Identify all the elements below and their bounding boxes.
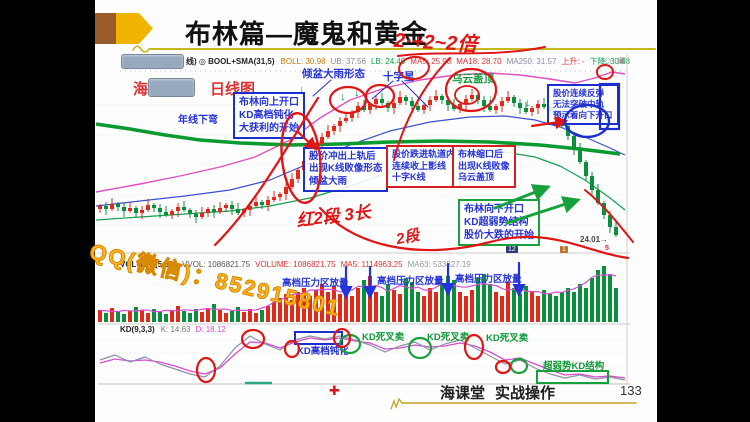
sell-arrow-icon: ↓	[488, 93, 494, 105]
indicator-field: LB: 24.40	[371, 57, 406, 66]
indicator-name: 线) ◎ BOOL+SMA(31,5)	[186, 57, 275, 66]
axis-tag-5: 5	[605, 245, 609, 252]
footer-brand: 海课堂 实战操作	[440, 382, 565, 403]
annotation-box-kaikou-dunhua: 布林向上开口 KD高档钝化 大获利的开始	[233, 92, 305, 139]
footer-brand-name: 海课堂	[440, 385, 486, 402]
indicator-field: MA250: 31.57	[506, 57, 557, 66]
label-vol-3: 高档压力区放量	[455, 274, 522, 285]
annotation-line: 股价冲出上轨后	[309, 151, 376, 162]
annotation-line: 布林缩口后	[458, 149, 504, 159]
indicator-field: MA63: 533827.19	[407, 260, 471, 269]
annotation-line: 出现K线败像	[458, 160, 510, 171]
label-shizixing: 十字星	[383, 71, 415, 83]
handwriting-top: 2·+2~2倍	[393, 29, 478, 57]
label-wuyun: 乌云盖顶	[452, 73, 494, 85]
red-cross-icon: ✚	[329, 383, 340, 398]
sell-arrow-icon: ↓	[354, 87, 360, 99]
annotation-line: 股价连续反弹	[553, 88, 605, 98]
indicator-name: VOL-TDX(5,63)	[120, 260, 177, 269]
indicator-field: D: 18.12	[195, 325, 226, 334]
indicator-field: VOLUME: 1086821.75	[255, 260, 336, 269]
label-kd-sicha-1: KD死叉卖	[362, 332, 405, 343]
annotation-line: 乌云盖顶	[458, 172, 495, 183]
indicator-field: MA5: 1114963.25	[340, 260, 403, 269]
sell-arrow-icon: ↓	[525, 97, 531, 109]
censored-stock-name	[121, 54, 184, 69]
indicator-field: 下降: 30.98	[589, 57, 630, 66]
footer-subtitle: 实战操作	[495, 385, 556, 402]
annotation-line: 股价大跌的开始	[464, 230, 534, 241]
sell-arrow-icon: ↓	[340, 91, 346, 103]
annotation-line: 连续收上影线	[392, 160, 447, 171]
annotation-line: 出现K线败像形态	[309, 163, 383, 175]
annotation-line: KD超弱势结构	[464, 217, 529, 228]
indicator-field: MA18: 28.70	[456, 57, 502, 66]
symbol-prefix: 海	[133, 81, 149, 98]
label-kd-dunhua: KD高档钝化	[297, 346, 349, 357]
kd-indicator-header: KD(9,3,3) K: 14.63 D: 18.12	[120, 325, 231, 334]
annotation-line: 十字K线	[392, 172, 426, 183]
slide-title: 布林篇—魔鬼和黄金	[185, 19, 429, 49]
label-vol-2: 高档压力区放量	[377, 276, 444, 287]
label-nianxian: 年线下弯	[178, 115, 218, 126]
annotation-box-chongchu-shanggui: 股价冲出上轨后 出现K线败像形态 倾盆大雨	[303, 147, 389, 193]
axis-tag-12: 12	[506, 246, 518, 253]
annotation-line: 布林向上开口	[239, 97, 299, 108]
annotation-line: 倾盆大雨	[309, 175, 348, 187]
label-kd-ruoshi: 超弱势KD结构	[543, 361, 605, 372]
indicator-field: K: 14.63	[160, 325, 191, 334]
annotation-box-bulin-suokou: 布林缩口后 出现K线败像 乌云盖顶	[452, 145, 516, 189]
annotation-box-lianxu-fantan: 股价连续反弹 无法突破中轨 预示着向下开口	[547, 84, 619, 126]
annotation-line: 大获利的开始	[239, 123, 299, 134]
volume-indicator-header: VOL-TDX(5,63) VVOL: 1086821.75 VOLUME: 108…	[120, 260, 476, 269]
axis-tag-1: 1	[560, 246, 568, 253]
label-qingpen: 倾盆大雨形态	[302, 68, 365, 80]
page-number: 133	[620, 383, 642, 398]
indicator-field: MA5: 25.98	[410, 57, 452, 66]
annotation-line: 无法突破中轨	[553, 99, 605, 110]
annotation-box-xiangxia-kaikou: 布林向下开口 KD超弱势结构 股价大跌的开始	[458, 199, 540, 246]
annotation-box-diejin-guidao: 股价跌进轨道内 连续收上影线 十字K线	[386, 145, 462, 189]
chart-toolbar-icons: ◇ ▣	[604, 55, 628, 65]
indicator-field: VVOL: 1086821.75	[182, 260, 251, 269]
chart-indicator-header: 线) ◎ BOOL+SMA(31,5) BOLL: 30.98 UB: 37.56 L…	[186, 56, 635, 67]
label-kd-sicha-3: KD死叉卖	[486, 333, 529, 344]
indicator-field: UB: 37.56	[330, 57, 367, 66]
annotation-line: KD高档钝化	[239, 110, 294, 121]
annotation-line: 股价跌进轨道内	[392, 149, 456, 159]
label-kd-sicha-2: KD死叉卖	[427, 332, 470, 343]
label-price-low: 24.01→	[580, 235, 609, 244]
indicator-field: 上升: -	[561, 57, 585, 66]
annotation-line: 布林向下开口	[464, 204, 524, 215]
annotation-line: 预示着向下开口	[553, 110, 613, 121]
pencil-bullet-icon	[95, 13, 116, 44]
indicator-name: KD(9,3,3)	[120, 325, 155, 334]
censored-symbol-code	[148, 78, 195, 97]
indicator-field: BOLL: 30.98	[280, 57, 326, 66]
